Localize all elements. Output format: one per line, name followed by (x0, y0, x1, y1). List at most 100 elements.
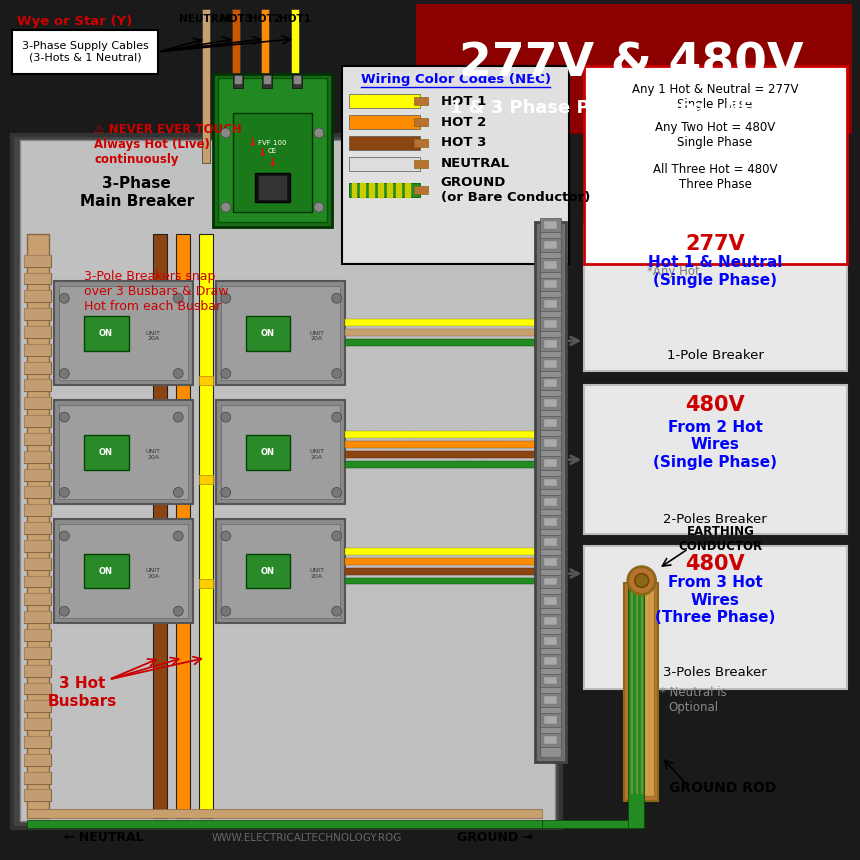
Text: ⚠ NEVER EVER TOUCH
Always Hot (Live)
continuously: ⚠ NEVER EVER TOUCH Always Hot (Live) con… (94, 123, 242, 166)
Bar (540, 574, 562, 588)
Bar (24, 683, 52, 694)
Bar (345, 558, 538, 565)
Circle shape (59, 606, 70, 616)
Bar (345, 451, 538, 458)
Text: ON: ON (261, 567, 274, 576)
Bar (345, 441, 538, 448)
Bar (24, 771, 52, 783)
Bar (24, 415, 52, 427)
Bar (540, 515, 562, 529)
Bar (544, 518, 557, 526)
Text: From 2 Hot
Wires
(Single Phase): From 2 Hot Wires (Single Phase) (653, 420, 777, 470)
Bar (24, 504, 52, 516)
Bar (348, 183, 420, 197)
Bar (24, 487, 52, 498)
Bar (54, 519, 194, 624)
Bar (24, 362, 52, 373)
Text: UNIT
20A: UNIT 20A (146, 568, 161, 579)
Bar (221, 286, 340, 380)
Bar (84, 435, 129, 470)
Bar (540, 396, 562, 410)
Bar (540, 634, 562, 648)
Bar (378, 183, 384, 197)
Bar (396, 183, 401, 197)
Bar (24, 291, 52, 302)
Bar (24, 487, 52, 498)
Bar (292, 73, 302, 89)
Circle shape (314, 128, 324, 138)
Text: HOT 3: HOT 3 (440, 137, 486, 150)
Text: Wiring Color Codes (NEC): Wiring Color Codes (NEC) (360, 73, 550, 86)
Bar (345, 568, 538, 574)
Bar (216, 519, 345, 624)
Bar (24, 736, 52, 748)
Bar (414, 160, 427, 168)
Bar (153, 475, 168, 484)
Bar (24, 540, 52, 552)
Bar (199, 579, 213, 588)
Bar (176, 579, 190, 588)
Bar (27, 234, 48, 818)
Bar (345, 339, 538, 346)
Bar (255, 173, 290, 202)
Bar (416, 4, 851, 133)
Bar (414, 187, 427, 194)
Text: Any Two Hot = 480V
Single Phase: Any Two Hot = 480V Single Phase (654, 121, 775, 149)
Circle shape (173, 412, 183, 422)
Bar (584, 65, 846, 264)
Text: UNIT
20A: UNIT 20A (146, 330, 161, 341)
Text: WWW.ELECTRICALTECHNOLOGY.ROG: WWW.ELECTRICALTECHNOLOGY.ROG (212, 833, 402, 843)
Text: ON: ON (99, 448, 113, 458)
Bar (540, 535, 562, 549)
Bar (24, 522, 52, 534)
Bar (544, 637, 557, 645)
Bar (24, 575, 52, 587)
Circle shape (332, 531, 341, 541)
Circle shape (221, 369, 230, 378)
Bar (24, 433, 52, 445)
Text: Wye or Star (Y): Wye or Star (Y) (16, 15, 132, 28)
Circle shape (221, 128, 230, 138)
Circle shape (59, 531, 70, 541)
Bar (24, 308, 52, 320)
Text: ↓: ↓ (267, 157, 277, 168)
Text: * Neutral is
Optional: * Neutral is Optional (660, 686, 727, 715)
Bar (544, 617, 557, 625)
Text: 3-Pole Breakers snap
over 3 Busbars & Draw
Hot from each Busbar: 3-Pole Breakers snap over 3 Busbars & Dr… (84, 270, 229, 313)
Bar (24, 379, 52, 391)
Bar (199, 376, 213, 385)
Bar (24, 415, 52, 427)
Bar (540, 594, 562, 608)
Circle shape (173, 606, 183, 616)
Bar (24, 771, 52, 783)
Bar (360, 183, 366, 197)
Bar (24, 558, 52, 569)
Bar (544, 657, 557, 665)
Bar (348, 136, 420, 150)
Bar (540, 614, 562, 628)
Circle shape (221, 412, 230, 422)
Bar (584, 224, 846, 371)
Text: HOT3: HOT3 (219, 14, 252, 24)
Circle shape (314, 202, 324, 212)
Bar (544, 320, 557, 328)
Circle shape (59, 293, 70, 304)
Bar (231, 9, 240, 163)
Bar (59, 405, 188, 500)
Bar (176, 475, 190, 484)
Circle shape (332, 293, 341, 304)
Bar (12, 135, 562, 828)
Bar (540, 436, 562, 450)
Bar (24, 273, 52, 285)
Bar (24, 593, 52, 605)
Bar (544, 419, 557, 427)
Bar (646, 592, 648, 795)
Bar (27, 820, 542, 828)
Bar (345, 578, 538, 585)
Bar (24, 754, 52, 765)
Text: 1 & 3 Phase Panel Wiring - NEC - US: 1 & 3 Phase Panel Wiring - NEC - US (451, 99, 814, 117)
Text: From 3 Hot
Wires
(Three Phase): From 3 Hot Wires (Three Phase) (654, 575, 775, 625)
Bar (24, 379, 52, 391)
Text: 2-Poles Breaker: 2-Poles Breaker (663, 513, 767, 525)
Text: NEUTRAL: NEUTRAL (179, 14, 233, 24)
